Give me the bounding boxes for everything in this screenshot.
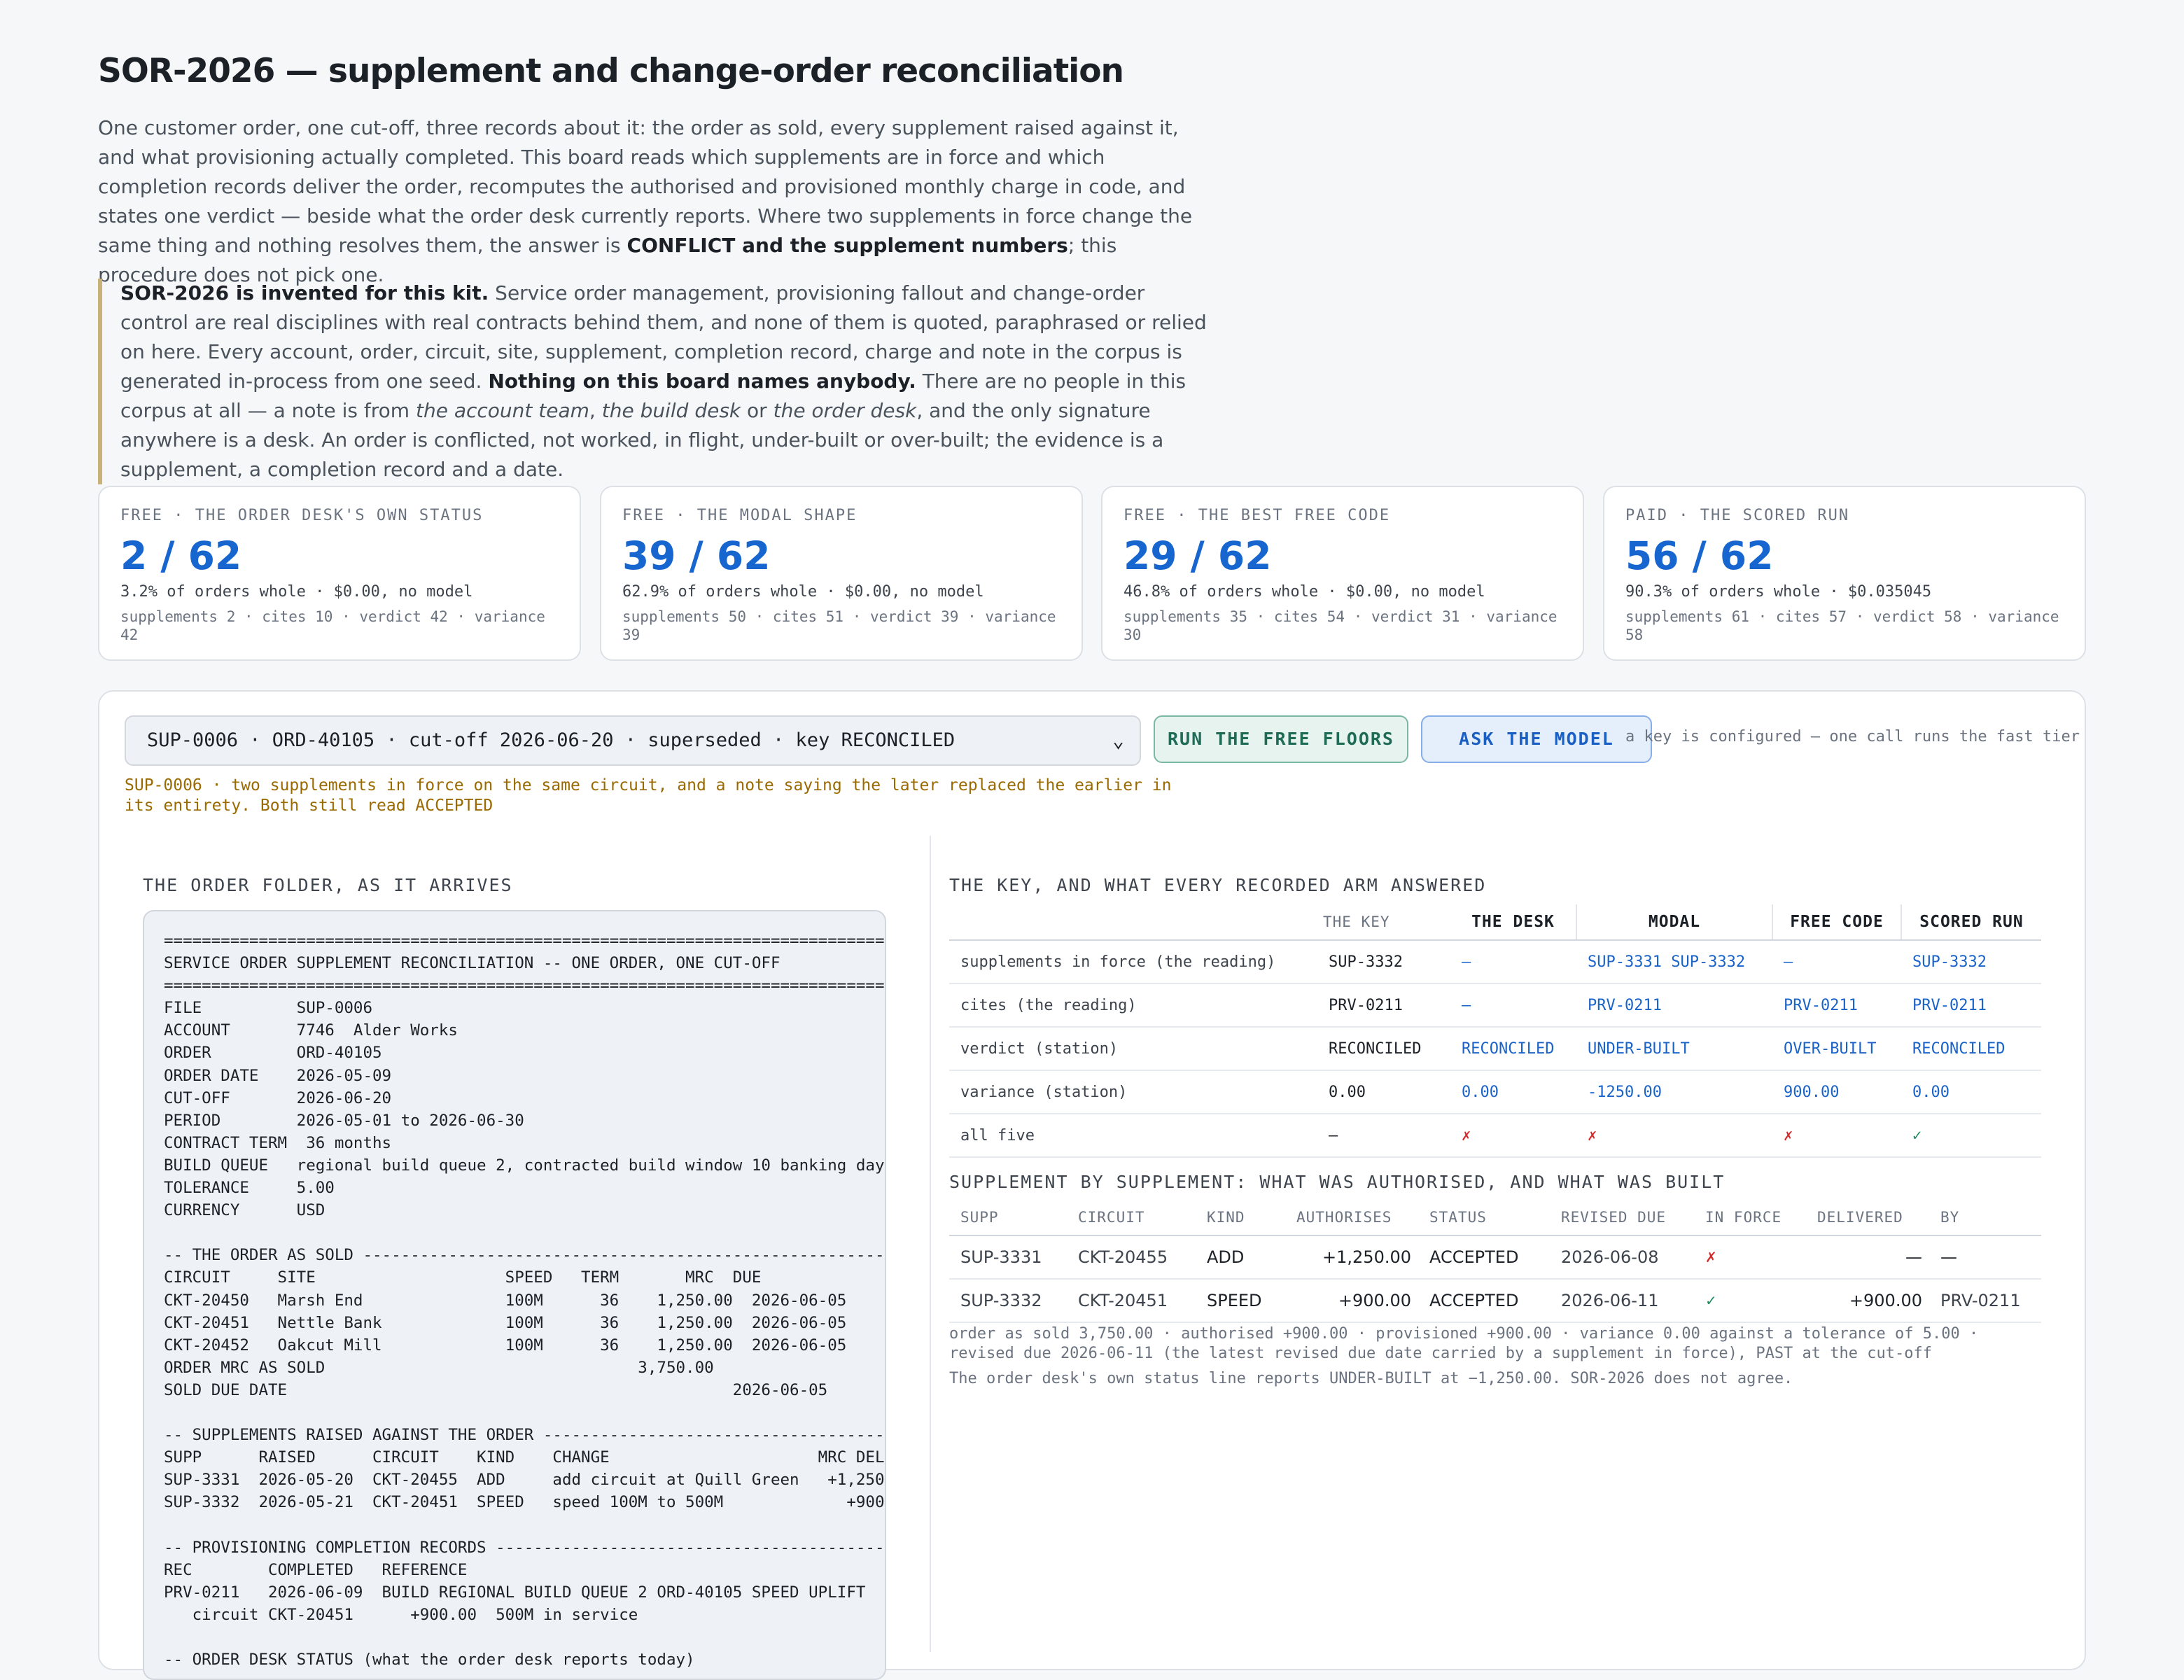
card-label: FREE · THE MODAL SHAPE [622,507,858,524]
supplement-footnote: order as sold 3,750.00 · authorised +900… [949,1325,1979,1362]
cross-icon: ✗ [1694,1236,1806,1280]
order-folder-content: ========================================… [164,932,886,1669]
chevron-down-icon: ⌄ [1112,729,1124,752]
key-table-header: THE KEY THE DESK MODAL FREE CODE SCORED … [949,904,2041,941]
case-warning: SUP-0006 · two supplements in force on t… [125,776,1172,815]
cross-icon: ✗ [1450,1114,1576,1158]
card-label: PAID · THE SCORED RUN [1625,507,1850,524]
cross-icon: ✗ [1772,1114,1901,1158]
score-card-desk-status: FREE · THE ORDER DESK'S OWN STATUS 2 / 6… [98,486,581,661]
intro-paragraph: One customer order, one cut-off, three r… [98,116,1193,286]
key-table-heading: THE KEY, AND WHAT EVERY RECORDED ARM ANS… [949,875,1487,895]
intro-emphasis: CONFLICT and the supplement numbers [626,234,1068,257]
table-row: variance (station) 0.00 0.00 -1250.00 90… [949,1070,2041,1114]
case-select[interactable]: SUP-0006 · ORD-40105 · cut-off 2026-06-2… [125,715,1141,766]
card-detail: supplements 61 · cites 57 · verdict 58 ·… [1625,608,2059,643]
case-select-value: SUP-0006 · ORD-40105 · cut-off 2026-06-2… [147,729,955,751]
column-divider [930,836,931,1652]
card-detail: supplements 2 · cites 10 · verdict 42 · … [120,608,545,643]
card-summary: 90.3% of orders whole · $0.035045 [1625,583,1932,601]
table-row: supplements in force (the reading) SUP-3… [949,940,2041,984]
order-folder-text[interactable]: ========================================… [143,910,886,1680]
supplement-table-heading: SUPPLEMENT BY SUPPLEMENT: WHAT WAS AUTHO… [949,1172,1726,1192]
desk-disagreement-note: The order desk's own status line reports… [949,1370,1793,1387]
cross-icon: ✗ [1576,1114,1772,1158]
col-header: MODAL [1576,904,1772,941]
table-row: cites (the reading) PRV-0211 — PRV-0211 … [949,983,2041,1028]
folder-heading: THE ORDER FOLDER, AS IT ARRIVES [143,875,513,895]
card-score: 39 / 62 [622,533,771,578]
score-card-best-free-code: FREE · THE BEST FREE CODE 29 / 62 46.8% … [1101,486,1584,661]
card-detail: supplements 35 · cites 54 · verdict 31 ·… [1124,608,1558,643]
col-header: THE DESK [1450,904,1576,941]
ask-model-button[interactable]: ASK THE MODEL [1421,715,1652,763]
card-summary: 46.8% of orders whole · $0.00, no model [1124,583,1485,601]
table-row: SUP-3332 CKT-20451 SPEED +900.00 ACCEPTE… [949,1279,2041,1323]
key-status-note: a key is configured — one call runs the … [1625,728,2080,746]
key-table: THE KEY THE DESK MODAL FREE CODE SCORED … [949,904,2041,1158]
check-icon: ✓ [1694,1279,1806,1323]
card-label: FREE · THE BEST FREE CODE [1124,507,1391,524]
card-label: FREE · THE ORDER DESK'S OWN STATUS [120,507,484,524]
card-summary: 62.9% of orders whole · $0.00, no model [622,583,984,601]
table-row: SUP-3331 CKT-20455 ADD +1,250.00 ACCEPTE… [949,1236,2041,1280]
col-header: SCORED RUN [1900,904,2041,941]
table-row: all five — ✗ ✗ ✗ ✓ [949,1114,2041,1158]
score-card-scored-run: PAID · THE SCORED RUN 56 / 62 90.3% of o… [1603,486,2086,661]
page-title: SOR-2026 — supplement and change-order r… [98,52,1124,90]
check-icon: ✓ [1901,1114,2041,1158]
run-free-floors-button[interactable]: RUN THE FREE FLOORS [1154,715,1408,763]
card-score: 29 / 62 [1124,533,1272,578]
col-header: FREE CODE [1772,904,1901,941]
supplement-table: SUPP CIRCUIT KIND AUTHORISES STATUS REVI… [949,1200,2041,1323]
supplement-table-header: SUPP CIRCUIT KIND AUTHORISES STATUS REVI… [949,1200,2041,1236]
card-summary: 3.2% of orders whole · $0.00, no model [120,583,473,601]
card-score: 56 / 62 [1625,533,1774,578]
disclaimer-note: SOR-2026 is invented for this kit. Servi… [98,279,1209,484]
card-score: 2 / 62 [120,533,242,578]
table-row: verdict (station) RECONCILED RECONCILED … [949,1027,2041,1071]
col-header: THE KEY [1317,904,1450,941]
score-card-modal-shape: FREE · THE MODAL SHAPE 39 / 62 62.9% of … [600,486,1083,661]
card-detail: supplements 50 · cites 51 · verdict 39 ·… [622,608,1056,643]
